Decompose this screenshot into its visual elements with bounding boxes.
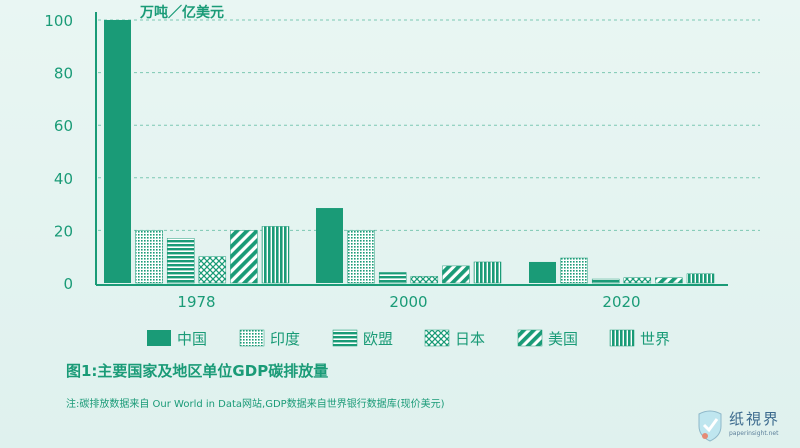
- figure-caption: 图1:主要国家及地区单位GDP碳排放量: [66, 362, 329, 380]
- bar-dots: [135, 230, 163, 284]
- watermark-logo-icon: [698, 410, 722, 442]
- y-tick-label: 20: [54, 222, 73, 240]
- y-axis: 0 20 40 60 80 100: [44, 12, 728, 293]
- bar-vlines: [686, 273, 715, 284]
- bar-vlines: [473, 261, 502, 284]
- y-tick-label: 0: [63, 275, 73, 293]
- y-tick-label: 100: [44, 12, 73, 30]
- legend-label: 美国: [548, 330, 578, 348]
- bar-crosshatch: [410, 276, 439, 284]
- legend-swatch: [147, 330, 171, 346]
- x-tick-label: 2000: [389, 293, 427, 311]
- watermark-url: paperinsight.net: [729, 430, 779, 437]
- legend: 中国 印度 欧盟 日本 美国 世界: [147, 329, 670, 348]
- bar-hlines: [378, 272, 407, 284]
- bar-solid: [529, 261, 556, 283]
- bar-diagonal: [442, 265, 470, 284]
- y-axis-unit-label: 万吨／亿美元: [139, 4, 224, 21]
- bar-crosshatch: [198, 256, 227, 284]
- bar-hlines: [166, 238, 195, 284]
- bar-dots: [560, 257, 588, 284]
- y-tick-label: 60: [54, 117, 73, 135]
- y-tick-label: 80: [54, 65, 73, 83]
- bar-vlines: [261, 226, 290, 284]
- legend-swatch: [424, 329, 450, 347]
- watermark-text: 纸視界: [729, 410, 781, 428]
- source-note: 注:碳排放数据来自 Our World in Data网站,GDP数据来自世界银…: [66, 399, 445, 410]
- bar-dots: [347, 230, 375, 284]
- legend-swatch: [239, 329, 265, 347]
- bar-diagonal: [655, 277, 683, 284]
- bar-crosshatch: [623, 277, 652, 284]
- legend-label: 世界: [640, 330, 670, 348]
- legend-swatch: [517, 329, 543, 347]
- legend-swatch: [609, 329, 635, 347]
- x-axis: 1978 2000 2020: [177, 293, 640, 311]
- x-tick-label: 1978: [177, 293, 215, 311]
- bar-diagonal: [230, 230, 258, 284]
- grid-lines: [98, 19, 760, 231]
- watermark: 纸視界 paperinsight.net: [695, 408, 790, 444]
- bar-solid: [104, 20, 131, 283]
- legend-label: 欧盟: [363, 330, 393, 348]
- legend-label: 日本: [455, 330, 485, 348]
- bar-solid: [316, 208, 343, 283]
- x-tick-label: 2020: [602, 293, 640, 311]
- bar-hlines: [591, 278, 620, 284]
- legend-swatch: [332, 329, 358, 347]
- legend-label: 印度: [270, 330, 300, 348]
- legend-label: 中国: [177, 330, 207, 348]
- y-tick-label: 40: [54, 170, 73, 188]
- bars: [104, 20, 715, 284]
